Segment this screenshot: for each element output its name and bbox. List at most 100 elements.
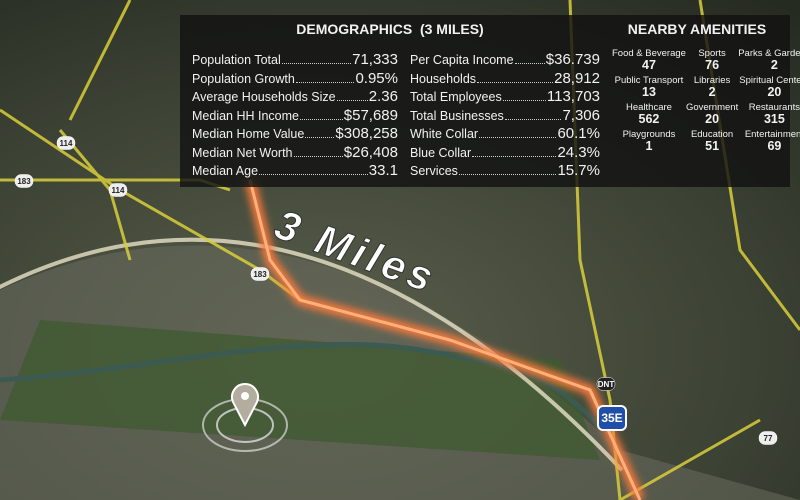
stat-label: Median Net Worth [192, 145, 293, 160]
stat-value: 33.1 [368, 162, 398, 179]
amenity: Government 20 [686, 103, 738, 126]
amenity-label: Spiritual Centers [739, 75, 800, 87]
info-panel: DEMOGRAPHICS (3 MILES) NEARBY AMENITIES … [180, 15, 800, 187]
dot-leader [477, 81, 554, 83]
stat-label: Population Total [192, 53, 281, 67]
sign-shield [56, 136, 76, 150]
amenity-value: 76 [705, 57, 720, 72]
stat-value: 24.3% [557, 143, 600, 161]
sign-label: DNT [598, 380, 615, 389]
amenity-value: 51 [705, 139, 720, 154]
dot-leader [259, 174, 368, 175]
amenity-label: Public Transport [614, 75, 684, 87]
amenity: Parks & Gardens2 [738, 49, 800, 72]
amenity: Spiritual Centers20 [738, 76, 800, 99]
stat-row: Total Employees 113,703 [410, 88, 600, 107]
stat-value: $57,689 [343, 106, 398, 124]
amenity: Entertainment 69 [738, 130, 800, 153]
amenity: Public Transport 13 [612, 76, 686, 99]
dot-leader [300, 118, 343, 120]
road-sign: 183 [250, 267, 270, 281]
amenity-label: Parks & Gardens [738, 48, 800, 59]
amenity: Restaurants 315 [738, 103, 800, 126]
radius-arc [0, 237, 624, 472]
site-marker [202, 383, 288, 452]
stat-label: Per Capita Income [410, 53, 514, 67]
stat-label: Households [410, 71, 477, 86]
dot-leader [472, 155, 557, 157]
sign-shield [250, 267, 270, 281]
sign-shield [758, 431, 778, 445]
stat-row: Blue Collar 24.3% [410, 144, 600, 163]
dot-leader [281, 63, 352, 64]
demographics-left: Population Total 71,333 Population Growth 0… [192, 51, 398, 181]
stat-label: Total Businesses [410, 108, 504, 123]
stat-label: Median HH Income [192, 108, 299, 123]
road-sign: 114 [56, 136, 76, 150]
stat-value: 71,333 [352, 51, 398, 68]
stat-row: Total Businesses 7,306 [410, 107, 600, 126]
amenity-label: Sports [698, 48, 726, 59]
stat-row: Median Home Value $308,258 [192, 125, 398, 144]
stat-label: Population Growth [192, 71, 295, 86]
stat-value: $36.739 [545, 51, 600, 68]
amenity-label: Food & Beverage [612, 48, 686, 59]
stat-label: Average Households Size [192, 90, 336, 104]
amenity-label: Healthcare [625, 102, 672, 114]
stat-label: Total Employees [410, 90, 502, 104]
stat-row: Median Net Worth $26,408 [192, 144, 398, 163]
stat-row: Population Growth 0.95% [192, 70, 398, 89]
dot-leader [458, 174, 557, 175]
stat-label: Blue Collar [410, 145, 472, 160]
stat-label: Median Home Value [192, 127, 305, 141]
amenity: Libraries 2 [686, 76, 738, 99]
amenity-label: Libraries [693, 75, 731, 87]
stat-value: $308,258 [335, 125, 398, 142]
sign-shield [108, 183, 128, 197]
dot-leader [293, 155, 343, 157]
road-sign: 35E [597, 405, 627, 431]
stat-row: White Collar 60.1% [410, 125, 600, 144]
dot-leader [502, 100, 546, 101]
stat-row: Population Total 71,333 [192, 51, 398, 70]
dot-leader [514, 63, 545, 64]
road-sign: 77 [758, 431, 778, 445]
stat-label: Services [410, 164, 458, 178]
amenity-value: 1 [645, 139, 653, 154]
road-sign: 183 [14, 174, 34, 188]
amenity-value: 2 [770, 57, 778, 72]
demographics-title: DEMOGRAPHICS (3 MILES) [296, 21, 484, 37]
amenity-value: 2 [708, 85, 716, 100]
stat-row: Per Capita Income $36.739 [410, 51, 600, 70]
stat-value: 2.36 [368, 88, 398, 105]
dot-leader [295, 81, 355, 83]
sign-label: 77 [764, 434, 773, 443]
road-sign: DNT [596, 377, 616, 391]
amenity-value: 13 [642, 85, 656, 100]
stat-value: 15.7% [557, 162, 600, 179]
amenity: Food & Beverage 47 [612, 49, 686, 72]
amenity-label: Government [685, 102, 739, 114]
river [0, 341, 622, 452]
demographics-right: Per Capita Income $36.739 Households 28,912… [410, 51, 600, 181]
stat-value: 28,912 [554, 69, 600, 87]
amenity-value: 20 [705, 112, 720, 127]
stat-row: Services 15.7% [410, 162, 600, 181]
amenity: Playgrounds 1 [612, 130, 686, 153]
stat-value: 7,306 [562, 106, 600, 124]
amenity: Healthcare 562 [612, 103, 686, 126]
amenity: Education 51 [686, 130, 738, 153]
stat-row: Median HH Income $57,689 [192, 107, 398, 126]
amenity-value: 69 [767, 139, 782, 154]
dot-leader [479, 137, 557, 138]
amenity-value: 315 [763, 112, 785, 127]
amenities-title: NEARBY AMENITIES [627, 21, 767, 37]
stat-row: Households 28,912 [410, 70, 600, 89]
sign-shield [14, 174, 34, 188]
dot-leader [305, 137, 335, 138]
sign-shield [597, 405, 627, 431]
sign-label: 183 [253, 270, 267, 279]
sign-label: 114 [112, 186, 125, 195]
